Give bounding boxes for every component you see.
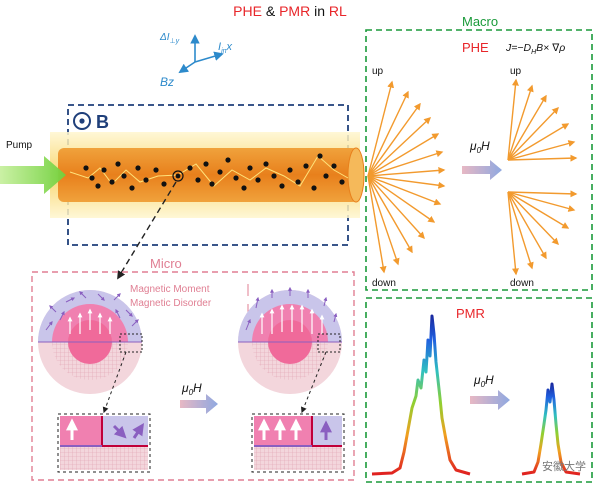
phe-fan-broad: [367, 80, 446, 274]
tube-region: B Pump: [0, 104, 365, 246]
micro-panel: Micro Magnetic Moment Magnetic Disorder: [31, 256, 355, 481]
phe-fan-gapped: [507, 78, 578, 276]
pmr-panel: PMR μ0H 安徽大学: [365, 297, 593, 483]
pump-arrow: [0, 156, 66, 194]
pump-label: Pump: [6, 140, 33, 151]
phe-up-left: up: [372, 66, 384, 77]
phe-label: PHE: [462, 40, 489, 55]
selected-particle: [172, 170, 184, 182]
watermark: 安徽大学: [542, 459, 586, 473]
b-field-symbol: [73, 112, 91, 130]
macro-title: Macro: [462, 14, 498, 29]
micro-circle-ordered: [238, 286, 342, 394]
phe-mu0h: μ0H: [469, 139, 490, 155]
phe-down-left: down: [372, 278, 396, 289]
pmr-title: PMR: [456, 306, 485, 321]
phe-formula: J=−DHB× ∇ρ: [505, 42, 565, 56]
b-field-label: B: [96, 112, 109, 132]
coordinate-axes: ΔI⊥y Iinx Bz: [159, 32, 233, 89]
micro-title: Micro: [150, 256, 182, 271]
micro-inset-ordered: [251, 413, 345, 473]
pmr-transition-arrow: [470, 390, 510, 410]
macro-phe-panel: Macro PHE J=−DHB× ∇ρ up down up down μ0H: [365, 14, 593, 291]
micro-inset-disordered: [57, 413, 151, 473]
pmr-spectrum-narrow: [521, 382, 581, 476]
zoom-leader: [117, 181, 177, 280]
phe-transition-arrow: [462, 160, 502, 180]
phe-up-right: up: [510, 66, 522, 77]
legend-moment: Magnetic Moment: [130, 284, 210, 295]
pmr-mu0h: μ0H: [473, 373, 494, 389]
phe-down-right: down: [510, 278, 534, 289]
scatter-particles: [83, 153, 345, 191]
pmr-spectrum-broad: [371, 314, 471, 476]
axis-label-bz: Bz: [160, 75, 174, 89]
axis-label-dI: ΔI⊥y: [159, 32, 180, 45]
diagram-title: PHE & PMR in RL: [233, 3, 347, 19]
micro-mu0h: μ0H: [181, 381, 202, 397]
axis-label-Iin: Iinx: [218, 41, 233, 55]
legend-disorder: Magnetic Disorder: [130, 298, 212, 309]
micro-transition-arrow: [180, 394, 218, 414]
micro-circle-disordered: [38, 290, 143, 394]
